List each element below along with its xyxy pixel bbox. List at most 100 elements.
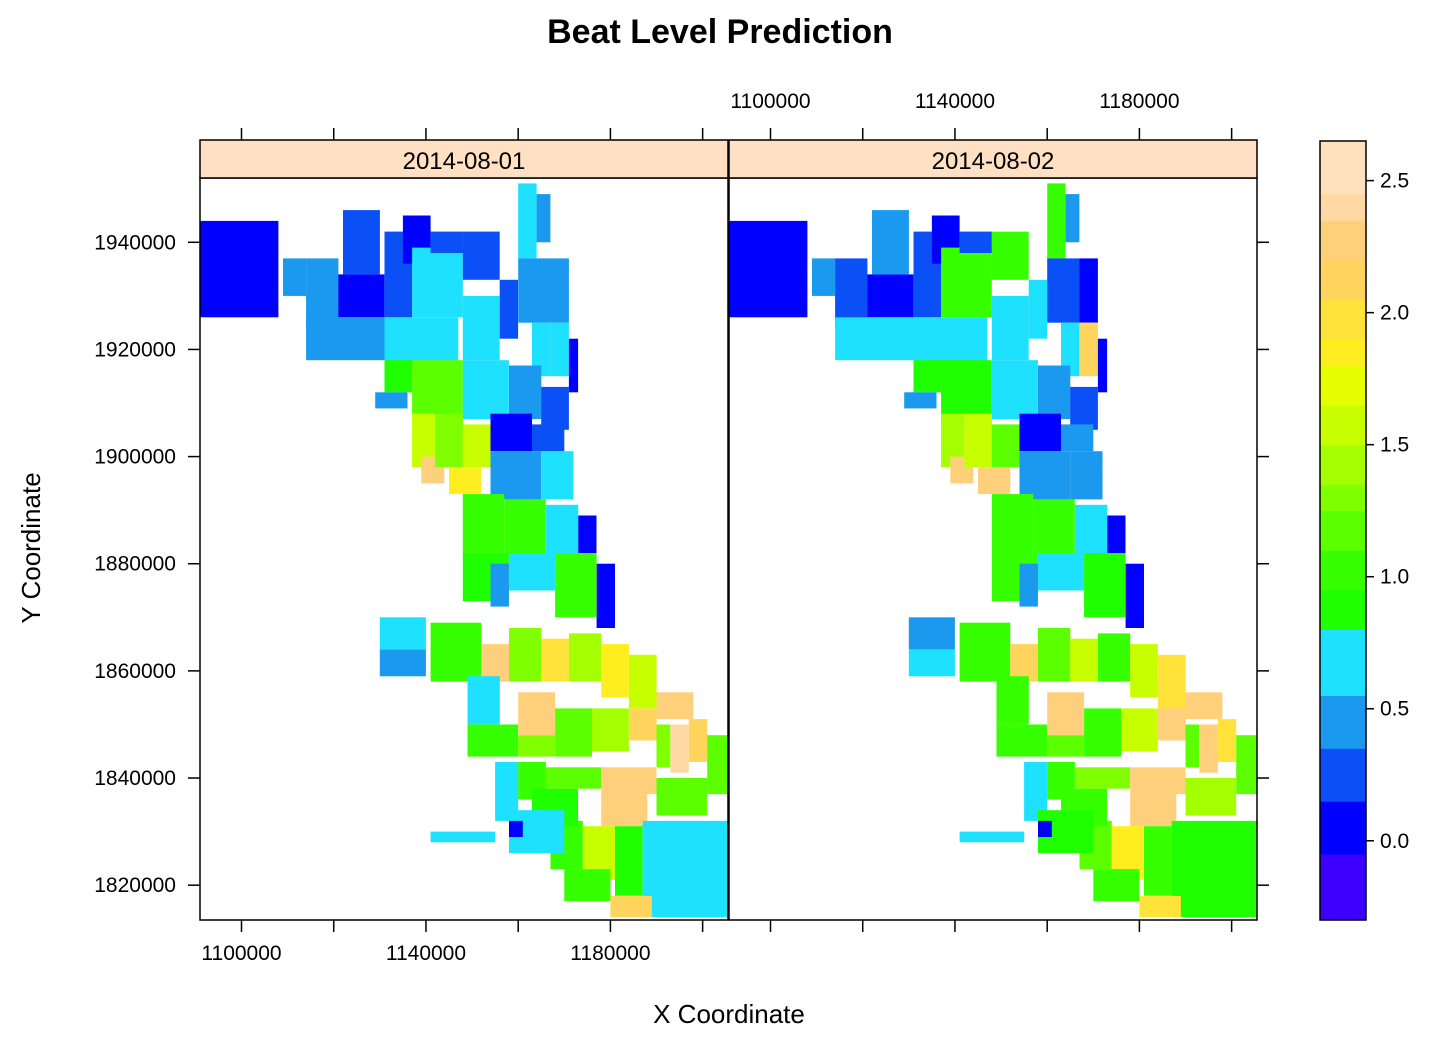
- heat-cell: [495, 762, 519, 821]
- heat-cell: [991, 231, 1029, 280]
- colorbar-tick-label: 0.0: [1380, 830, 1409, 853]
- heat-cell: [1236, 735, 1257, 795]
- heat-cell: [550, 322, 569, 377]
- heat-cell: [941, 360, 992, 420]
- heat-cell: [991, 424, 1020, 468]
- heat-cell: [656, 724, 671, 768]
- heat-cell: [1024, 762, 1048, 821]
- panel-strip-label: 2014-08-01: [403, 148, 526, 175]
- heat-cell: [996, 676, 1029, 725]
- heat-cell: [449, 467, 482, 495]
- heat-cell: [964, 413, 992, 468]
- heat-cell: [545, 504, 579, 553]
- heat-cell: [532, 424, 565, 452]
- heat-cell: [978, 467, 1011, 495]
- heat-cell: [1130, 767, 1186, 795]
- heat-cell: [1107, 515, 1126, 553]
- heat-cell: [541, 451, 574, 500]
- x-axis-title: X Coordinate: [653, 999, 805, 1029]
- x-tick-label: 1100000: [730, 90, 810, 113]
- heat-cell: [1079, 258, 1098, 323]
- heat-cell: [835, 258, 868, 328]
- panel-2014-08-02: 2014-08-02: [728, 139, 1258, 921]
- colorbar-swatch: [1320, 748, 1366, 802]
- heat-cell: [959, 622, 1011, 682]
- heat-cell: [509, 553, 556, 591]
- heat-cell: [462, 231, 500, 280]
- heat-cell: [306, 258, 339, 328]
- heat-cell: [1033, 499, 1075, 553]
- heat-cell: [435, 413, 463, 468]
- heat-cell: [1185, 692, 1223, 720]
- panel-strip-label: 2014-08-02: [932, 148, 1055, 175]
- heat-cell: [1047, 258, 1080, 323]
- x-tick-label: 1180000: [1099, 90, 1179, 113]
- colorbar-swatch: [1320, 801, 1366, 855]
- heat-cell: [601, 767, 657, 795]
- heat-cell: [1139, 895, 1181, 918]
- y-tick-label: 1860000: [94, 660, 176, 683]
- heat-cell: [306, 317, 385, 361]
- heat-cell: [601, 644, 629, 698]
- heat-cell: [991, 360, 1038, 420]
- heat-cell: [656, 692, 694, 720]
- colorbar-swatch: [1320, 339, 1366, 366]
- panel-zones: [729, 183, 1257, 918]
- heat-cell: [707, 735, 728, 795]
- heat-cell: [490, 451, 542, 500]
- heat-cell: [1038, 553, 1085, 591]
- panel-strip: [199, 139, 729, 179]
- heat-cell: [379, 617, 426, 650]
- x-tick-label: 1140000: [915, 90, 995, 113]
- y-tick-label: 1920000: [94, 338, 176, 361]
- heat-cell: [564, 869, 611, 902]
- heat-cell: [509, 628, 542, 682]
- heat-cell: [490, 563, 509, 607]
- heat-cell: [1047, 735, 1085, 757]
- heat-cell: [1130, 644, 1158, 698]
- heat-cell: [555, 553, 597, 618]
- heat-cell: [343, 210, 380, 275]
- heat-cell: [1097, 338, 1108, 393]
- heat-cell: [518, 735, 556, 757]
- colorbar-swatch: [1320, 220, 1366, 261]
- x-tick-label: 1140000: [386, 942, 466, 965]
- y-axis-title: Y Coordinate: [16, 472, 46, 623]
- heat-cell: [1070, 386, 1098, 430]
- heat-cell: [1028, 279, 1048, 339]
- heat-cell: [462, 295, 500, 361]
- heat-cell: [568, 338, 579, 393]
- heat-cell: [1185, 724, 1200, 768]
- heat-cell: [412, 413, 436, 468]
- heat-cell: [1144, 826, 1172, 896]
- heat-cell: [1074, 767, 1131, 789]
- y-tick-label: 1840000: [94, 767, 176, 790]
- heat-cell: [550, 258, 569, 323]
- heat-cell: [467, 676, 500, 725]
- heat-cell: [1074, 504, 1108, 553]
- colorbar-tick-label: 2.5: [1380, 170, 1409, 193]
- heat-cell: [959, 231, 992, 253]
- heat-cell: [991, 494, 1034, 553]
- heat-cell: [872, 210, 909, 275]
- heat-cell: [1070, 638, 1098, 682]
- heat-cell: [1130, 794, 1177, 827]
- panel-strip: [728, 139, 1258, 179]
- colorbar-swatch: [1320, 444, 1366, 485]
- heat-cell: [996, 724, 1048, 757]
- heat-cell: [430, 622, 482, 682]
- heat-cell: [518, 183, 537, 259]
- heat-cell: [596, 563, 615, 628]
- heat-cell: [904, 392, 937, 409]
- y-tick-label: 1900000: [94, 446, 176, 469]
- heat-cell: [592, 708, 629, 752]
- heat-cell: [1199, 724, 1218, 773]
- heat-cell: [628, 708, 657, 741]
- heat-cell: [578, 515, 597, 553]
- heat-cell: [628, 654, 657, 709]
- heat-cell: [1097, 633, 1131, 682]
- heat-cell: [467, 724, 519, 757]
- heat-cell: [555, 708, 592, 757]
- heat-cell: [462, 494, 505, 553]
- heat-cell: [518, 258, 551, 323]
